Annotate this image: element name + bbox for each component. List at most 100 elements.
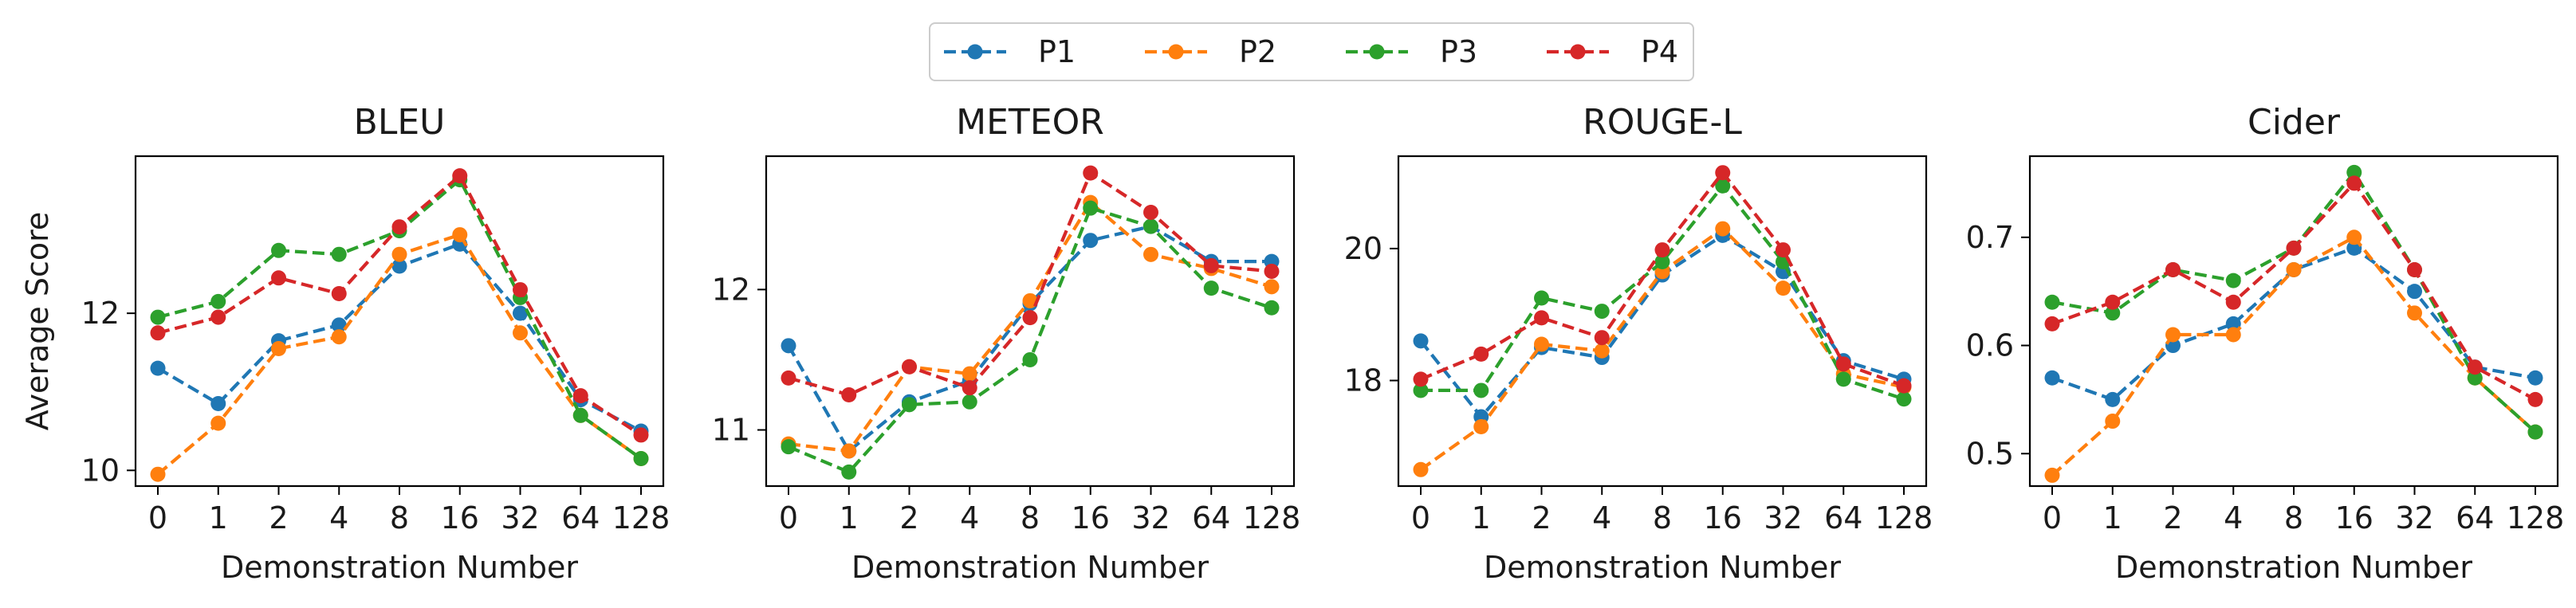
data-point-p2-32: [1143, 246, 1158, 262]
data-point-p2-0: [150, 466, 166, 482]
data-point-p2-1: [841, 443, 857, 459]
data-point-p3-1: [841, 464, 857, 480]
x-tick-label: 1: [209, 500, 228, 535]
data-point-p4-4: [2225, 294, 2241, 310]
data-point-p2-0: [1413, 461, 1429, 477]
data-point-p3-1: [1473, 382, 1489, 398]
data-point-p1-32: [513, 305, 528, 321]
legend-entry-p2: P2: [1145, 34, 1276, 69]
data-point-p3-128: [2527, 424, 2543, 440]
data-point-p4-32: [2407, 262, 2422, 278]
data-point-p3-0: [2044, 294, 2060, 310]
y-tick-label: 0.5: [1966, 436, 2014, 471]
legend-entry-p4: P4: [1547, 34, 1678, 69]
data-point-p3-8: [1654, 253, 1670, 269]
x-tick-label: 2: [1532, 500, 1551, 535]
x-tick-label: 32: [2395, 500, 2433, 535]
data-point-p2-2: [1534, 336, 1549, 352]
legend-label: P4: [1641, 34, 1678, 69]
x-tick-label: 64: [561, 500, 600, 535]
legend-label: P1: [1038, 34, 1076, 69]
data-point-p3-128: [633, 451, 649, 466]
x-tick-label: 32: [501, 500, 539, 535]
data-point-p1-0: [150, 360, 166, 376]
data-point-p3-0: [781, 439, 796, 455]
data-point-p2-32: [513, 325, 528, 341]
legend-box: [929, 22, 1694, 81]
data-point-p2-4: [1594, 343, 1610, 359]
legend: P1 P2 P3 P4: [929, 22, 1694, 81]
x-tick-label: 2: [2163, 500, 2182, 535]
panel-title: ROUGE-L: [1583, 102, 1742, 143]
data-point-p3-64: [572, 407, 588, 423]
data-point-p1-32: [2407, 284, 2422, 300]
data-point-p4-64: [1203, 257, 1219, 273]
y-axis-label: Average Score: [20, 212, 55, 431]
data-point-p1-1: [2105, 391, 2121, 407]
y-tick-label: 10: [81, 453, 120, 488]
data-point-p3-64: [1835, 371, 1851, 387]
data-point-p2-0: [2044, 467, 2060, 483]
x-tick-label: 64: [2456, 500, 2494, 535]
data-point-p4-4: [962, 380, 977, 396]
data-point-p2-4: [2225, 327, 2241, 343]
x-tick-label: 128: [2507, 500, 2565, 535]
data-point-p3-2: [1534, 290, 1549, 306]
y-tick-label: 12: [81, 296, 120, 331]
data-point-p3-1: [2105, 305, 2121, 321]
legend-entry-p3: P3: [1346, 34, 1477, 69]
data-point-p3-64: [2467, 370, 2483, 386]
data-point-p3-16: [1083, 200, 1099, 216]
data-point-p3-4: [1594, 304, 1610, 320]
x-axis-label: Demonstration Number: [1484, 550, 1841, 585]
x-tick-label: 128: [612, 500, 671, 535]
series-line-p3: [1421, 184, 1905, 401]
data-point-p2-2: [271, 341, 286, 356]
data-point-p2-16: [452, 227, 468, 243]
data-point-p3-64: [1203, 280, 1219, 296]
x-tick-label: 8: [1021, 500, 1040, 535]
x-axis-label: Demonstration Number: [221, 550, 578, 585]
x-axis-label: Demonstration Number: [2115, 550, 2472, 585]
legend-marker: [1168, 44, 1184, 60]
data-point-p2-2: [2165, 327, 2181, 343]
data-point-p3-0: [1413, 382, 1429, 398]
data-point-p4-64: [1835, 356, 1851, 372]
x-tick-label: 4: [960, 500, 979, 535]
x-tick-label: 1: [2103, 500, 2122, 535]
data-point-p4-8: [391, 219, 407, 235]
data-point-p4-64: [2467, 359, 2483, 375]
data-point-p4-16: [2346, 175, 2362, 191]
x-tick-label: 32: [1764, 500, 1802, 535]
data-point-p4-0: [1413, 371, 1429, 387]
data-point-p3-16: [1715, 178, 1731, 194]
x-tick-label: 8: [2284, 500, 2303, 535]
data-point-p2-8: [391, 246, 407, 262]
x-tick-label: 128: [1875, 500, 1933, 535]
data-point-p4-0: [2044, 316, 2060, 331]
x-tick-label: 4: [1592, 500, 1611, 535]
legend-marker: [1369, 44, 1385, 60]
data-point-p3-16: [2346, 164, 2362, 180]
data-point-p4-16: [1083, 165, 1099, 181]
data-point-p2-32: [2407, 305, 2422, 321]
plot-frame: [2028, 155, 2559, 488]
x-tick-label: 16: [1704, 500, 1742, 535]
data-point-p4-32: [513, 282, 528, 298]
legend-marker: [967, 44, 983, 60]
data-point-p4-64: [572, 388, 588, 404]
series-line-p3: [788, 206, 1272, 474]
data-point-p2-128: [1264, 279, 1280, 295]
panel-title: BLEU: [354, 102, 446, 143]
x-tick-label: 1: [1472, 500, 1491, 535]
legend-label: P2: [1239, 34, 1276, 69]
data-point-p4-0: [781, 370, 796, 386]
x-tick-label: 16: [2335, 500, 2373, 535]
x-tick-label: 0: [1411, 500, 1430, 535]
x-axis-label: Demonstration Number: [851, 550, 1209, 585]
x-tick-label: 8: [1653, 500, 1672, 535]
